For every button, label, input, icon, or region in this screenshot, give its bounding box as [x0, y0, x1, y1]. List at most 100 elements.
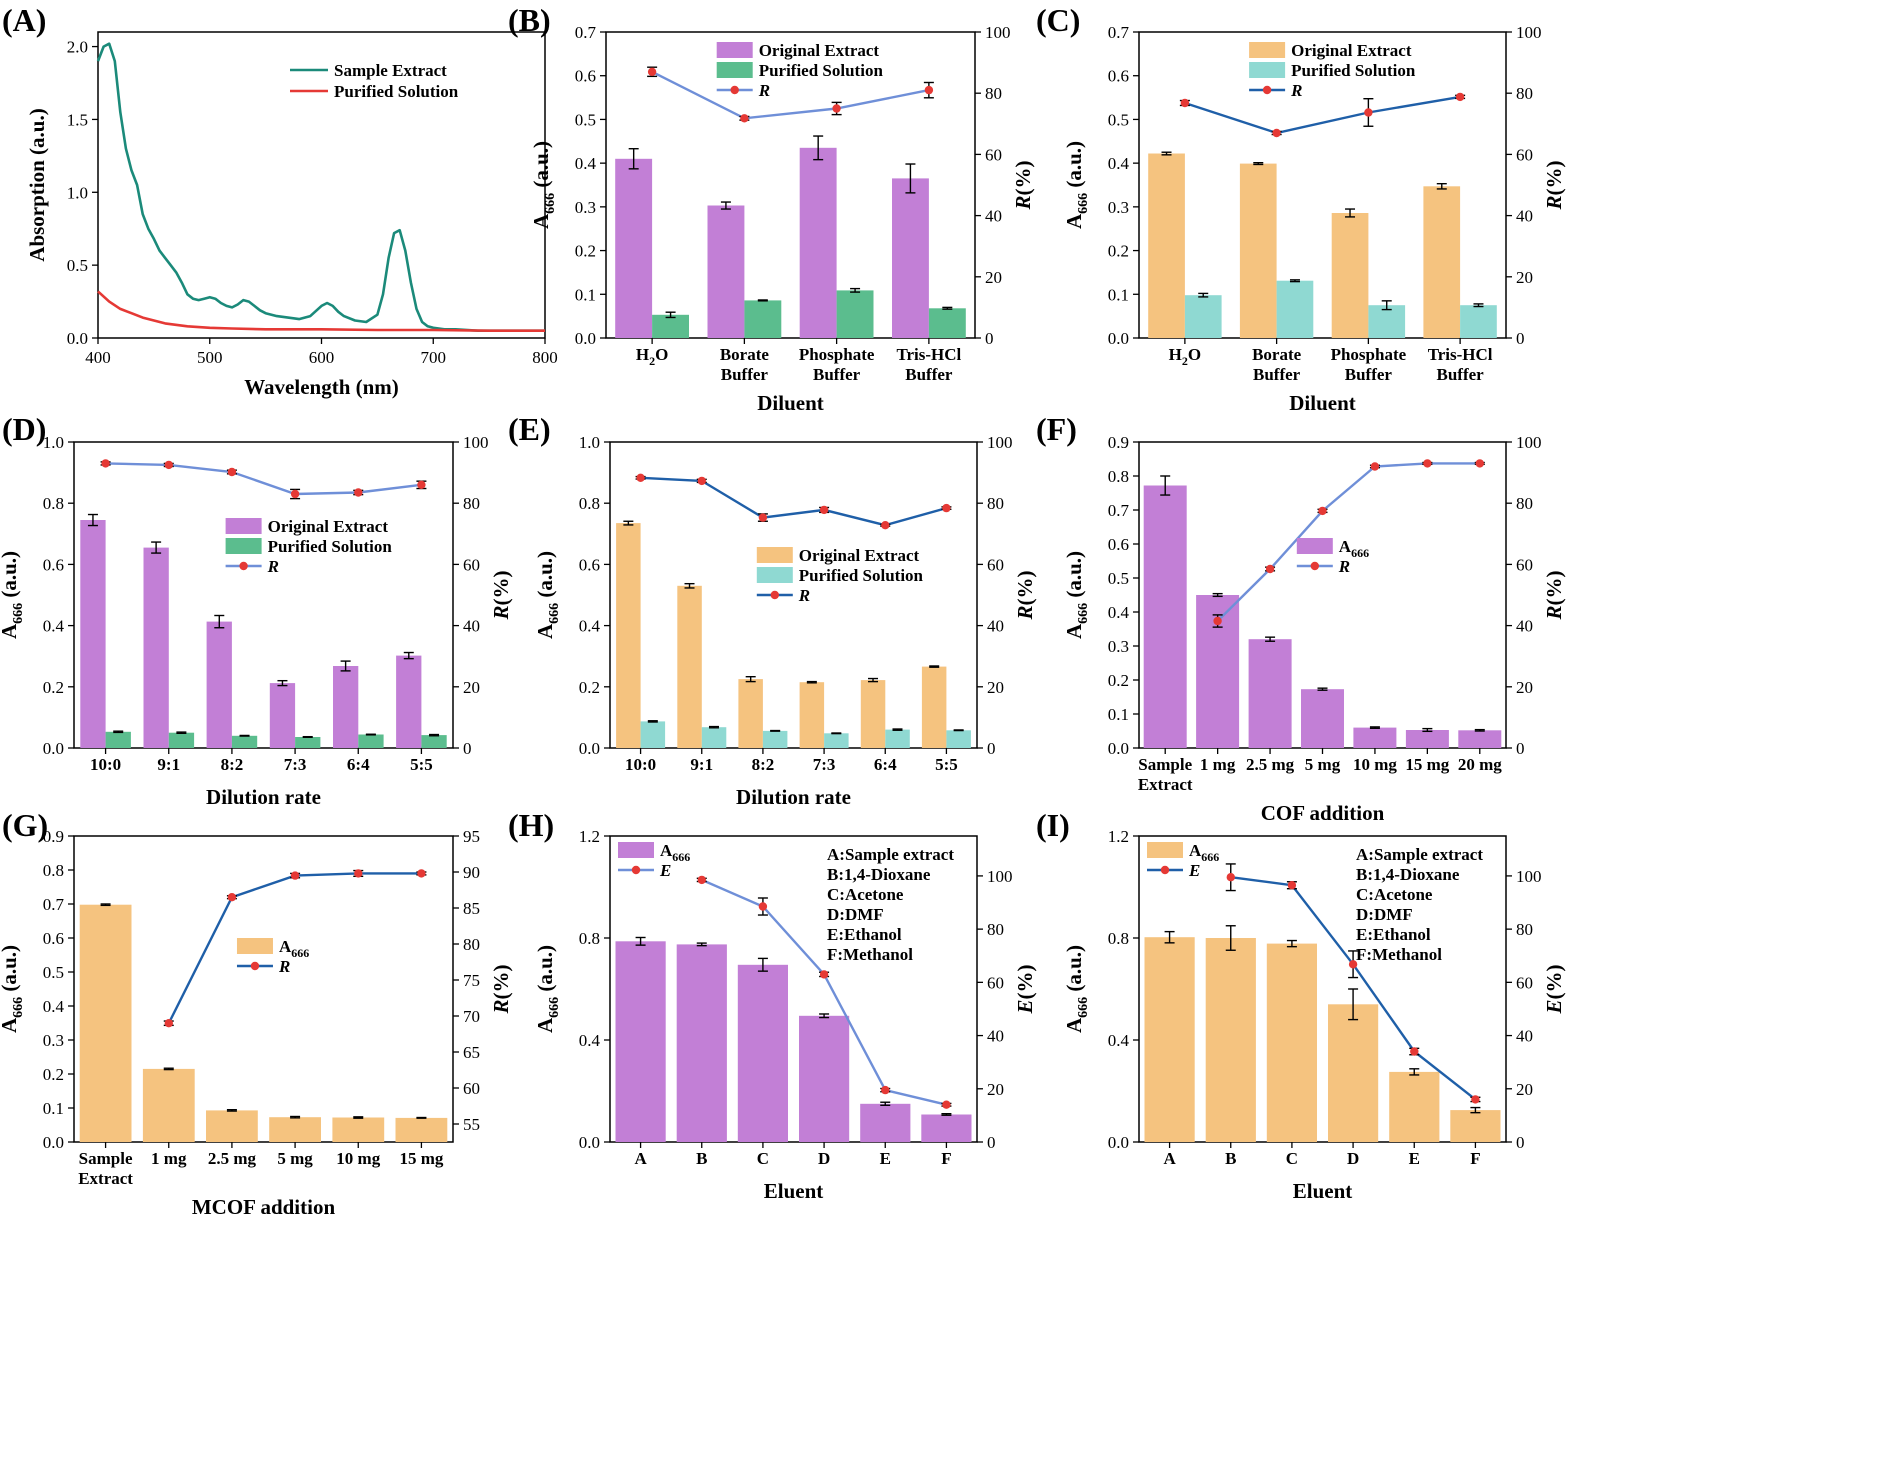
x-tick-label: E [880, 1149, 891, 1168]
y2-tick-label: 20 [463, 678, 480, 697]
axes-frame [73, 835, 454, 1143]
y-tick-label: 0.4 [1108, 1031, 1130, 1050]
line-series-r [640, 476, 947, 527]
line-marker [1265, 564, 1275, 574]
y-tick-label: 0.8 [1108, 929, 1129, 948]
tick-label-part: O [655, 345, 668, 364]
y-tick-label: 0.8 [43, 861, 64, 880]
eluent-note: B:1,4-Dioxane [1356, 865, 1460, 884]
y-axis-label: A666 (a.u.) [0, 945, 26, 1033]
y2-axis-label: R(%) [1542, 160, 1566, 210]
chart-panel-c: (C) 0.0 0.1 0.2 0.3 0.4 0.5 0.6 0.7 0 20 40 60 80 100 H… [1036, 2, 1566, 415]
legend-label: Original Extract [268, 517, 389, 536]
line-marker [227, 893, 237, 902]
y-tick-label: 0.8 [579, 929, 600, 948]
y-tick-label: 0.6 [1108, 67, 1129, 86]
line-marker [1226, 873, 1236, 882]
y-tick-label: 0.0 [1108, 739, 1129, 758]
bar [143, 547, 169, 748]
tick-label-part: H [636, 345, 649, 364]
legend-label: A666 [660, 841, 690, 864]
bar [928, 308, 966, 338]
legend-label: R [1338, 557, 1350, 576]
y2-tick-label: 60 [463, 555, 480, 574]
y-axis-label-tail: (a.u.) [1062, 141, 1086, 193]
legend-swatch [618, 842, 654, 858]
tick-label-subscript: 2 [1182, 354, 1188, 368]
bar [799, 1015, 850, 1142]
x-tick-label: Sample [79, 1149, 133, 1168]
y2-tick-label: 0 [463, 739, 472, 758]
line-marker [924, 85, 934, 95]
panel-label: (H) [508, 807, 554, 843]
eluent-note: A:Sample extract [1356, 845, 1483, 864]
bar [615, 158, 653, 338]
bar [105, 731, 131, 748]
y-axis-label-tail: (a.u.) [533, 945, 557, 997]
y2-tick-label: 80 [987, 494, 1004, 513]
y-tick-label: 0.2 [575, 242, 596, 261]
y-tick-label: 0.3 [1108, 198, 1129, 217]
legend-label: Purified Solution [268, 537, 393, 556]
bar [168, 732, 195, 748]
x-tick-label: Extract [78, 1169, 133, 1188]
y2-tick-label: 60 [463, 1079, 480, 1098]
x-tick-label: 8:2 [221, 755, 244, 774]
x-tick-label: B [696, 1149, 707, 1168]
y-axis-label-main: A [533, 1017, 557, 1033]
bar [892, 178, 929, 338]
y-tick-label: 0.7 [575, 23, 597, 42]
x-tick-label: 800 [532, 348, 558, 367]
line-marker [881, 1085, 890, 1095]
y-tick-label: 0.4 [1108, 603, 1130, 622]
bar [744, 300, 782, 338]
bar [1239, 163, 1277, 338]
x-tick-label: A [634, 1149, 647, 1168]
y-tick-label: 0.6 [575, 67, 596, 86]
y2-tick-label: 40 [987, 617, 1004, 636]
bar [615, 941, 666, 1142]
line-marker [354, 869, 363, 878]
bar [707, 205, 745, 338]
bar [231, 735, 258, 748]
bar [799, 682, 825, 748]
y2-tick-label: 70 [463, 1007, 480, 1026]
y2-axis-label: R(%) [1542, 570, 1566, 620]
y2-tick-label: 20 [987, 678, 1004, 697]
y-tick-label: 0.7 [1108, 501, 1130, 520]
y-tick-label: 0.0 [43, 1133, 64, 1152]
y-tick-label: 0.8 [579, 494, 600, 513]
bar [1143, 485, 1187, 748]
line-marker [1475, 459, 1485, 468]
y2-tick-label: 60 [1516, 973, 1533, 992]
y-axis-label-main: A [0, 1017, 21, 1033]
axes-frame [609, 835, 978, 1143]
bar [860, 680, 886, 748]
y2-axis-label-unit: (%) [1542, 160, 1566, 195]
line-series-r [105, 462, 422, 496]
legend-label-italic: R [798, 586, 810, 605]
x-tick-label: 7:3 [813, 755, 836, 774]
legend-label-italic: R [267, 557, 279, 576]
y-axis-label-tail: (a.u.) [529, 141, 553, 193]
eluent-note: F:Methanol [827, 945, 913, 964]
x-tick-label: 20 mg [1458, 755, 1502, 774]
y-tick-label: 0.0 [1108, 329, 1129, 348]
y2-tick-label: 100 [1516, 433, 1542, 452]
x-tick-label: H2O [636, 345, 668, 368]
bar [676, 944, 727, 1142]
bar [1205, 938, 1256, 1142]
bar [80, 520, 106, 748]
panel-label: (D) [2, 411, 46, 447]
y-tick-label: 0.1 [1108, 285, 1129, 304]
bar [269, 1117, 321, 1142]
x-tick-label: 9:1 [157, 755, 180, 774]
line-marker [881, 521, 890, 530]
y2-tick-label: 80 [985, 84, 1002, 103]
eluent-note: D:DMF [1356, 905, 1413, 924]
line-series-r [1184, 95, 1461, 135]
x-tick-label: 6:4 [874, 755, 897, 774]
bar [616, 523, 641, 748]
axes-frame [1138, 835, 1507, 1143]
line-marker [227, 467, 237, 477]
